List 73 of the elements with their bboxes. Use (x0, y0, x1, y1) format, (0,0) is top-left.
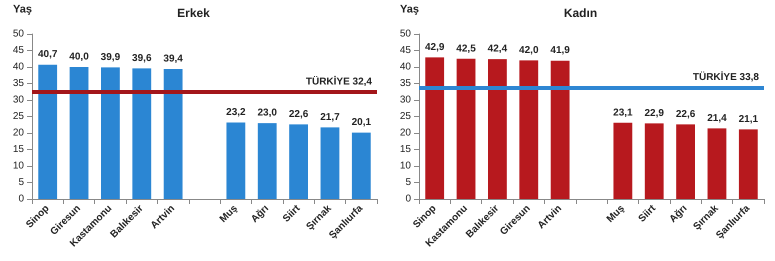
bar (38, 64, 58, 199)
y-tick-label: 20 (12, 128, 24, 138)
bar (613, 122, 632, 199)
data-label: 39,4 (163, 53, 184, 64)
bar (644, 123, 664, 199)
y-tick-label: 0 (405, 194, 412, 204)
chart-title: Kadın (564, 6, 598, 20)
data-label: 21,4 (707, 112, 728, 124)
ref-line-label: TÜRKİYE 32,4 (306, 76, 372, 88)
y-tick-label: 5 (405, 177, 412, 188)
bar (258, 123, 277, 199)
data-label: 40,7 (38, 49, 58, 60)
y-tick-label: 45 (12, 45, 24, 56)
y-tick-label: 15 (12, 144, 24, 155)
bar (676, 124, 695, 199)
y-tick-label: 40 (12, 62, 24, 72)
y-axis-title: Yaş (13, 4, 32, 16)
data-label: 41,9 (550, 45, 570, 56)
x-tick-label: Siirt (280, 202, 303, 225)
data-label: 22,9 (644, 108, 664, 119)
data-label: 22,6 (288, 108, 309, 120)
chart-title: Erkek (177, 6, 210, 20)
y-tick-label: 45 (400, 45, 412, 56)
data-label: 42,4 (488, 44, 508, 55)
y-tick-label: 0 (18, 194, 24, 204)
data-label: 39,9 (100, 52, 121, 63)
bar (425, 57, 444, 199)
bar (708, 128, 726, 199)
y-tick-label: 25 (400, 111, 412, 122)
bar (519, 60, 538, 199)
bar (164, 68, 183, 199)
data-label: 42,9 (424, 42, 445, 53)
data-label: 40,0 (69, 52, 90, 62)
y-tick-label: 10 (12, 160, 24, 172)
y-tick-label: 35 (400, 78, 412, 89)
data-label: 23,2 (226, 106, 246, 118)
bar (456, 58, 476, 199)
y-axis-title: Yaş (400, 4, 419, 16)
bar (488, 59, 507, 199)
y-tick-label: 5 (18, 177, 24, 188)
y-tick-label: 30 (12, 94, 24, 106)
y-tick-label: 20 (400, 128, 412, 138)
x-tick-label: Muş (218, 202, 240, 226)
data-label: 22,6 (676, 108, 696, 120)
data-label: 23,1 (613, 107, 634, 118)
bar (738, 129, 758, 199)
bar (132, 68, 152, 199)
bar (101, 67, 120, 199)
y-tick-label: 50 (12, 28, 24, 40)
data-label: 23,0 (257, 108, 278, 119)
y-tick-label: 35 (12, 78, 24, 89)
x-tick-label: Muş (604, 202, 628, 226)
y-tick-label: 15 (400, 144, 412, 155)
y-tick-label: 50 (400, 28, 412, 40)
bar (289, 124, 308, 199)
bar (70, 67, 88, 199)
bar (226, 122, 246, 199)
data-label: 20,1 (352, 117, 372, 128)
data-label: 39,6 (132, 52, 152, 64)
bar (550, 60, 570, 199)
data-label: 21,7 (320, 112, 340, 123)
data-label: 21,1 (738, 114, 758, 125)
y-tick-label: 40 (400, 62, 412, 72)
data-label: 42,5 (456, 43, 476, 54)
x-tick-label: Ağrı (668, 202, 690, 226)
ref-line-label: TÜRKİYE 33,8 (692, 70, 760, 83)
y-tick-label: 10 (400, 160, 412, 172)
y-tick-label: 30 (400, 94, 412, 106)
bar (352, 132, 371, 199)
y-tick-label: 25 (12, 111, 24, 122)
data-label: 42,0 (519, 44, 539, 56)
x-tick-label: Siirt (636, 202, 659, 225)
bar (320, 127, 340, 199)
